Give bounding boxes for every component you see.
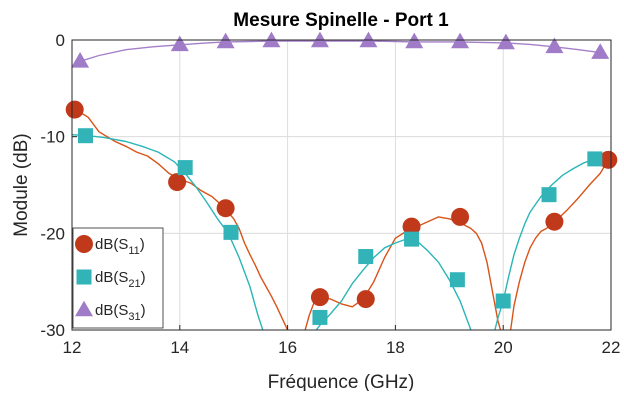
series-line-31	[79, 40, 601, 62]
y-axis-label: Module (dB)	[11, 133, 32, 237]
marker-s11	[451, 207, 470, 226]
marker-s31	[591, 43, 610, 59]
marker-s21	[223, 224, 239, 240]
x-tick-label: 16	[278, 338, 297, 357]
y-tick-label: -10	[40, 128, 65, 147]
marker-s21	[587, 151, 603, 167]
marker-s11	[310, 288, 329, 307]
x-tick-label: 22	[602, 338, 621, 357]
marker-s21	[404, 231, 420, 247]
marker-s31	[262, 31, 281, 48]
y-tick-label: -20	[40, 224, 65, 243]
marker-s31	[496, 33, 515, 50]
marker-s31	[71, 51, 90, 68]
marker-s31	[310, 31, 329, 48]
legend-marker-s31	[75, 300, 93, 317]
marker-s11	[168, 173, 187, 192]
axis-ticks: 12 14 16 18 20 22 0 -10 -20 -30	[40, 31, 620, 357]
marker-s11	[356, 290, 375, 309]
x-tick-label: 12	[63, 338, 82, 357]
marker-s21	[177, 160, 193, 176]
x-tick-label: 20	[494, 338, 513, 357]
marker-s31	[545, 37, 564, 54]
marker-s21	[77, 128, 93, 144]
legend-label: dB(S21)	[95, 269, 146, 290]
marker-s11	[545, 212, 564, 231]
legend-label: dB(S11)	[95, 236, 145, 257]
x-tick-label: 14	[170, 338, 189, 357]
chart-title: Mesure Spinelle - Port 1	[233, 10, 449, 31]
marker-s21	[358, 249, 374, 265]
series-line-21	[72, 134, 606, 330]
marker-s21	[541, 187, 557, 203]
legend-marker-s11	[75, 235, 93, 253]
legend-label: dB(S31)	[95, 302, 146, 323]
x-tick-label: 18	[386, 338, 405, 357]
marker-s21	[312, 309, 328, 325]
marker-s31	[359, 31, 378, 48]
legend: dB(S11) dB(S21) dB(S31)	[72, 227, 164, 329]
marker-s21	[449, 272, 465, 288]
marker-s31	[170, 35, 189, 52]
marker-s11	[65, 100, 84, 119]
x-axis-label: Fréquence (GHz)	[268, 372, 415, 391]
y-tick-label: 0	[56, 31, 65, 50]
marker-s11	[599, 150, 618, 169]
marker-s21	[495, 293, 511, 309]
legend-marker-s21	[76, 269, 92, 285]
plot-frame	[71, 39, 612, 331]
y-tick-label: -30	[40, 321, 65, 340]
marker-s11	[402, 217, 421, 236]
series-lines	[72, 40, 609, 330]
series-line-11	[72, 108, 609, 330]
marker-s11	[216, 199, 235, 218]
